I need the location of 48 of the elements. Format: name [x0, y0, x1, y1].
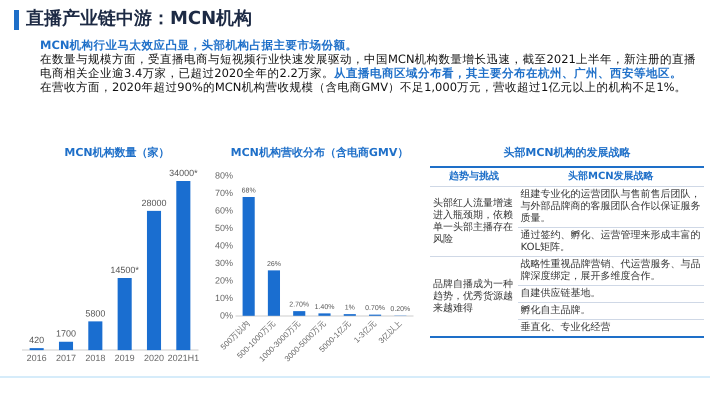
y-tick-label: 20% [215, 275, 234, 286]
y-tick-label: 10% [215, 292, 234, 303]
x-tick-label: 3亿以上 [376, 318, 404, 346]
text: 通过签约、孵化、运营管理来形成丰富的KOL矩阵。 [518, 228, 704, 256]
y-tick-label: 60% [215, 205, 234, 216]
text: 孵化自主品牌。 [518, 302, 704, 320]
bar [268, 270, 280, 316]
text: 自建供应链基地。 [518, 286, 704, 302]
bar [176, 180, 190, 350]
data-label: 28000 [141, 198, 167, 208]
bar [58, 342, 74, 350]
text: 组建专业化的运营团队与售前售后团队，与外部品牌商的客服团队合作以保证服务质量。 [518, 186, 704, 228]
chart-title: MCN机构数量（家） [63, 145, 171, 160]
text: 趋势与挑战 [430, 167, 518, 186]
text: 在营收方面，2020年超过90%的MCN机构营收规模（含电商GMV）不足1,000万元，营收超过1亿元以上的机构不足1%。 [40, 80, 688, 94]
x-tick-label: 2020 [144, 353, 164, 364]
y-tick-label: 40% [215, 240, 234, 250]
text: 直播产业链中游：MCN机构 [26, 7, 252, 30]
data-label: 34000* [169, 168, 198, 178]
bar [293, 311, 306, 316]
text: 头部MCN机构的发展战略 [502, 145, 632, 160]
data-label: 1700 [56, 328, 76, 339]
x-tick-label: 2016 [26, 353, 47, 364]
x-tick-label: 2019 [114, 353, 135, 364]
y-tick-label: 50% [215, 222, 234, 233]
x-tick-label: 2017 [56, 353, 76, 364]
data-label: 14500* [110, 265, 140, 276]
data-label: 5800 [85, 308, 106, 318]
chart-title: MCN机构营收分布（含电商GMV） [230, 145, 410, 160]
y-tick-label: 70% [215, 188, 234, 198]
bar [242, 196, 255, 316]
bar [118, 278, 132, 350]
y-tick-label: 30% [215, 258, 234, 268]
data-label: 420 [29, 335, 44, 346]
x-tick-label: 1-3亿元 [352, 318, 378, 345]
text: 头部MCN发展战略 [518, 167, 704, 186]
bar [88, 321, 102, 350]
text: 从直播电商区域分布看，其主要分布在杭州、广州、西安等地区。 [334, 66, 682, 80]
text: 战略性重视品牌营销、代运营服务、与品牌深度绑定，展开多维度合作。 [518, 256, 704, 286]
y-tick-label: 0% [220, 310, 234, 320]
text: 头部红人流量增速进入瓶颈期，依赖单一头部主播存在风险 [430, 186, 518, 256]
text: MCN机构行业马太效应凸显，头部机构占据主要市场份额。 [40, 38, 359, 52]
bar [146, 210, 162, 350]
text: 垂直化、专业化经营 [518, 320, 704, 337]
x-tick-label: 2018 [85, 353, 106, 364]
x-tick-label: 2021H1 [168, 353, 200, 364]
y-tick-label: 80% [215, 170, 234, 180]
text: 品牌自播成为一种趋势，优秀货源越来越难得 [430, 256, 518, 337]
